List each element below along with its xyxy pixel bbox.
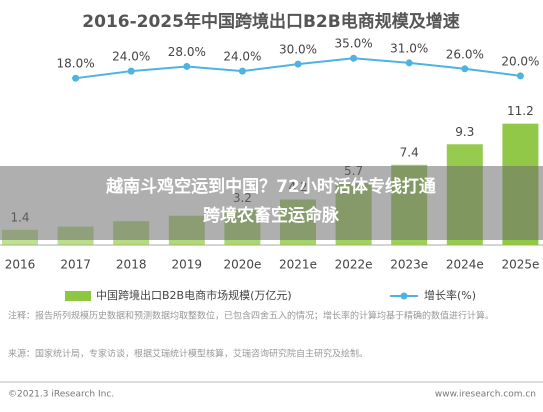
footer: www.iresearch.com.cn bbox=[435, 390, 536, 400]
data-label: 9.3 bbox=[455, 125, 474, 139]
data-label: 28.0% bbox=[168, 45, 206, 59]
x-tick-label: 2022e bbox=[335, 258, 373, 272]
growth-point bbox=[127, 67, 135, 75]
data-label: 35.0% bbox=[335, 37, 373, 51]
banner bbox=[0, 166, 543, 240]
data-label: 24.0% bbox=[223, 50, 261, 64]
note: 来源：国家统计局，专家访谈，根据艾瑞统计模型核算，艾瑞咨询研究院自主研究及绘制。 bbox=[8, 348, 368, 360]
data-label: 30.0% bbox=[279, 43, 317, 57]
banner-text: 跨境农畜空运命脉 bbox=[203, 205, 340, 226]
x-tick-label: 2023e bbox=[390, 258, 428, 272]
data-label: 20.0% bbox=[501, 54, 539, 68]
note: 注释：报告所列规模历史数据和预测数据均取整数位，已包含四舍五入的情况；增长率的计… bbox=[8, 310, 494, 322]
x-tick-label: 2019 bbox=[172, 258, 203, 272]
data-label: 11.2 bbox=[507, 104, 534, 118]
banner-text: 越南斗鸡空运到中国？72小时活体专线打通 bbox=[105, 176, 436, 197]
growth-point bbox=[183, 62, 191, 70]
legend-label: 增长率(%) bbox=[424, 288, 476, 302]
x-tick-label: 2016 bbox=[5, 258, 36, 272]
growth-point bbox=[72, 74, 80, 82]
growth-point bbox=[405, 59, 413, 67]
growth-point bbox=[516, 72, 524, 80]
x-tick-label: 2017 bbox=[60, 258, 91, 272]
data-label: 18.0% bbox=[57, 57, 95, 71]
data-label: 24.0% bbox=[112, 50, 150, 64]
growth-point bbox=[350, 54, 358, 62]
legend-swatch bbox=[400, 292, 408, 300]
footer: ©2021.3 iResearch Inc. bbox=[8, 390, 114, 400]
data-label: 31.0% bbox=[390, 41, 428, 55]
chart-title: 2016-2025年中国跨境出口B2B电商规模及增速 bbox=[82, 11, 459, 32]
x-tick-label: 2025e bbox=[501, 258, 539, 272]
legend-swatch bbox=[65, 291, 91, 301]
x-tick-label: 2024e bbox=[446, 258, 484, 272]
growth-point bbox=[294, 60, 302, 68]
x-tick-label: 2020e bbox=[223, 258, 261, 272]
growth-point bbox=[238, 67, 246, 75]
x-tick-label: 2021e bbox=[279, 258, 317, 272]
growth-point bbox=[461, 65, 469, 73]
data-label: 7.4 bbox=[400, 145, 419, 159]
x-tick-label: 2018 bbox=[116, 258, 147, 272]
data-label: 26.0% bbox=[446, 47, 484, 61]
legend-label: 中国跨境出口B2B电商市场规模(万亿元) bbox=[96, 288, 292, 302]
